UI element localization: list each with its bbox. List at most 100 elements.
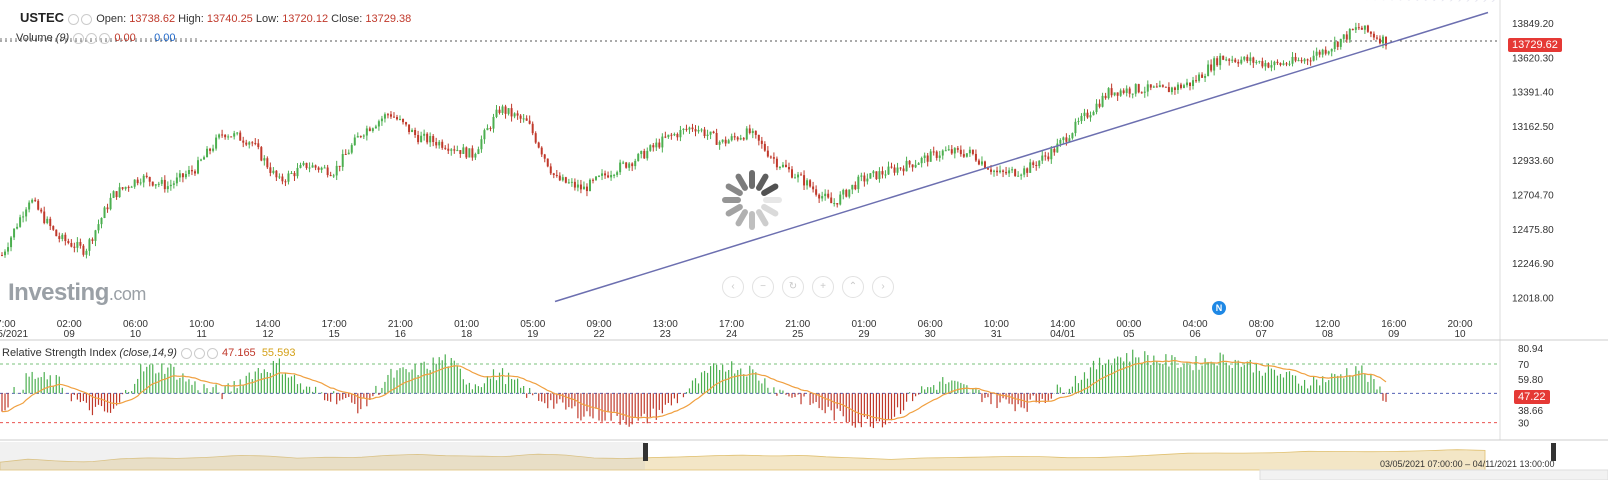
open-value: 13738.62 <box>129 13 176 25</box>
candle-body <box>97 224 100 231</box>
candle-body <box>1122 90 1125 93</box>
price-tick-label: 12018.00 <box>1512 293 1554 304</box>
scroll-right-icon[interactable]: › <box>872 276 894 298</box>
candle-body <box>1065 137 1068 142</box>
settings-icon[interactable] <box>68 13 80 25</box>
rsi-last-label: 47.22 <box>1514 390 1550 404</box>
candle-body <box>456 150 459 152</box>
candle-body <box>522 118 525 120</box>
candle-body <box>1303 59 1306 62</box>
candle-body <box>100 217 103 225</box>
candle-body <box>821 196 824 199</box>
candle-body <box>1158 85 1161 88</box>
candle-body <box>85 250 88 255</box>
candle-body <box>133 179 136 187</box>
close-icon[interactable] <box>99 32 111 44</box>
candle-body <box>1143 91 1146 93</box>
zoom-out-icon[interactable]: − <box>752 276 774 298</box>
candle-body <box>962 154 965 157</box>
candle-body <box>775 158 778 168</box>
x-tick-time: 17:00 <box>719 319 744 330</box>
candle-body <box>983 161 986 169</box>
rsi-value-2: 55.593 <box>261 347 296 359</box>
candle-body <box>109 197 112 210</box>
visibility-icon[interactable] <box>73 32 85 44</box>
settings-icon[interactable] <box>193 347 205 359</box>
date-range: 03/05/2021 07:00:00 – 04/11/2021 13:00:0… <box>1380 459 1555 469</box>
candle-body <box>543 154 546 159</box>
visibility-icon[interactable] <box>180 347 192 359</box>
close-icon[interactable] <box>206 347 218 359</box>
candle-body <box>221 134 224 136</box>
scroll-left-icon[interactable]: ‹ <box>722 276 744 298</box>
x-tick-date: 29 <box>858 329 870 340</box>
candle-body <box>16 226 19 229</box>
volume-param: (9) <box>55 32 70 44</box>
candle-body <box>91 239 94 241</box>
price-tick-label: 12246.90 <box>1512 259 1554 270</box>
candle-body <box>908 160 911 165</box>
candle-body <box>486 128 489 131</box>
candle-body <box>1270 65 1273 68</box>
candle-body <box>10 237 13 248</box>
candle-body <box>284 181 287 183</box>
high-label: High: <box>178 13 204 25</box>
candle-body <box>444 147 447 149</box>
candle-body <box>465 147 468 158</box>
visibility-icon[interactable] <box>81 13 93 25</box>
candle-body <box>383 114 386 119</box>
ohlc-legend: USTEC Open: 13738.62 High: 13740.25 Low:… <box>20 10 411 25</box>
candle-body <box>646 150 649 159</box>
candle-body <box>187 170 190 175</box>
candle-body <box>317 167 320 170</box>
rsi-tick-label: 70 <box>1518 360 1530 371</box>
candle-body <box>224 134 227 138</box>
candle-body <box>507 108 510 114</box>
scroll-up-icon[interactable]: ⌃ <box>842 276 864 298</box>
news-badge[interactable]: N <box>1212 301 1226 315</box>
candle-body <box>1020 174 1023 176</box>
candle-body <box>591 179 594 181</box>
candlestick-series <box>1 22 1387 259</box>
candle-body <box>73 246 76 248</box>
candle-body <box>806 180 809 186</box>
candle-body <box>582 186 585 190</box>
candle-body <box>1225 59 1228 61</box>
candle-body <box>1222 55 1225 60</box>
candle-body <box>1213 58 1216 71</box>
candle-body <box>1261 61 1264 67</box>
candle-body <box>477 149 480 154</box>
x-tick-time: 17:00 <box>322 319 347 330</box>
zoom-in-icon[interactable]: + <box>812 276 834 298</box>
candle-body <box>649 145 652 151</box>
candle-body <box>43 211 46 224</box>
x-tick-date: 23 <box>660 329 672 340</box>
candle-body <box>495 109 498 117</box>
candle-body <box>794 177 797 179</box>
candle-body <box>46 218 49 224</box>
candle-body <box>392 116 395 118</box>
candle-body <box>1026 168 1029 173</box>
hatched-area <box>1360 0 1500 3</box>
reset-icon[interactable]: ↻ <box>782 276 804 298</box>
candle-body <box>848 189 851 197</box>
candle-body <box>1176 84 1179 90</box>
candle-body <box>1385 36 1387 46</box>
candle-body <box>766 150 769 157</box>
candle-body <box>1249 57 1252 62</box>
x-tick-date: 03/05/2021 <box>0 329 28 340</box>
candle-body <box>374 126 377 129</box>
candle-body <box>673 134 676 136</box>
candle-body <box>1216 58 1219 66</box>
candle-body <box>296 167 299 177</box>
candle-body <box>733 136 736 138</box>
candle-body <box>106 207 109 210</box>
settings-icon[interactable] <box>86 32 98 44</box>
candle-body <box>1119 90 1122 96</box>
open-label: Open: <box>96 13 127 25</box>
x-tick-date: 10 <box>130 329 142 340</box>
candle-body <box>498 109 501 113</box>
x-tick-time: 01:00 <box>454 319 479 330</box>
candle-body <box>1083 112 1086 116</box>
